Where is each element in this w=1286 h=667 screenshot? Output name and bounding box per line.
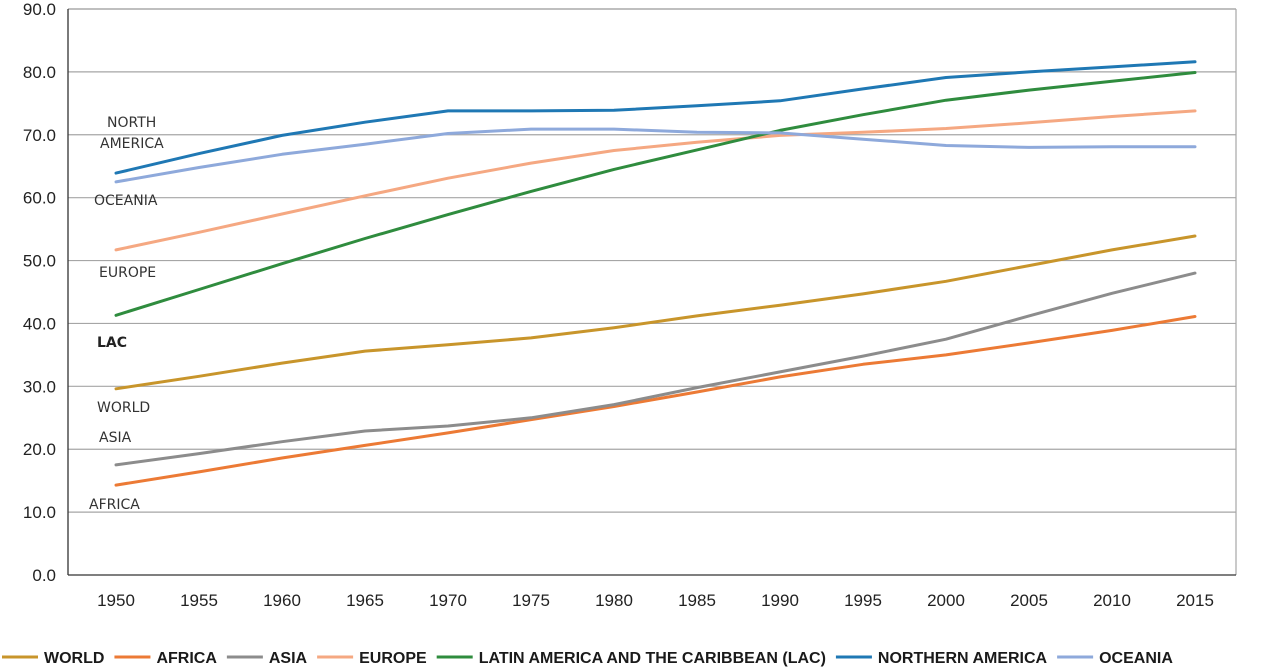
y-axis-tick-labels: 0.0 10.0 20.0 30.0 40.0 50.0 60.0 70.0 80.0 90.0: [23, 0, 56, 585]
series-line-world: [114, 234, 1197, 391]
x-tick-label: 2015: [1176, 591, 1214, 610]
series-line-africa: [114, 315, 1197, 487]
y-tick-label: 70.0: [23, 126, 56, 145]
y-tick-label: 60.0: [23, 189, 56, 208]
annotation-lac: LAC: [97, 335, 127, 351]
series-line-northern_america: [114, 60, 1197, 175]
legend-label-northern_america: NORTHERN AMERICA: [878, 650, 1048, 667]
series-lines: [114, 60, 1197, 487]
axes: [67, 8, 1237, 576]
y-tick-label: 40.0: [23, 314, 56, 333]
series-annotations: NORTH AMERICA OCEANIA EUROPE LAC WORLD ASIA AFR…: [89, 115, 164, 513]
y-tick-label: 90.0: [23, 0, 56, 19]
series-line-asia: [114, 271, 1197, 467]
y-tick-label: 10.0: [23, 503, 56, 522]
legend-label-world: WORLD: [44, 650, 104, 667]
x-tick-label: 1960: [263, 591, 301, 610]
x-tick-label: 1970: [429, 591, 467, 610]
annotation-north-america-1: NORTH: [107, 115, 156, 131]
series-line-europe: [114, 109, 1197, 252]
y-tick-label: 30.0: [23, 377, 56, 396]
annotation-world: WORLD: [97, 400, 150, 416]
x-tick-label: 1975: [512, 591, 550, 610]
legend-label-africa: AFRICA: [156, 650, 217, 667]
annotation-oceania: OCEANIA: [94, 193, 158, 209]
legend-label-asia: ASIA: [269, 650, 308, 667]
x-tick-label: 2005: [1010, 591, 1048, 610]
annotation-north-america-2: AMERICA: [100, 136, 164, 152]
x-tick-label: 2000: [927, 591, 965, 610]
legend: WORLD AFRICA ASIA EUROPE LATIN AMERICA AND T…: [2, 650, 1173, 667]
series-line-lac: [114, 71, 1197, 317]
y-tick-label: 0.0: [32, 566, 56, 585]
x-tick-label: 1985: [678, 591, 716, 610]
y-tick-label: 80.0: [23, 63, 56, 82]
annotation-europe: EUROPE: [99, 265, 156, 281]
legend-label-europe: EUROPE: [359, 650, 427, 667]
legend-label-oceania: OCEANIA: [1099, 650, 1173, 667]
x-tick-label: 2010: [1093, 591, 1131, 610]
annotation-asia: ASIA: [99, 430, 132, 446]
annotation-africa: AFRICA: [89, 497, 140, 513]
x-tick-label: 1965: [346, 591, 384, 610]
y-tick-label: 20.0: [23, 440, 56, 459]
legend-label-lac: LATIN AMERICA AND THE CARIBBEAN (LAC): [479, 650, 826, 667]
x-tick-label: 1995: [844, 591, 882, 610]
x-tick-label: 1980: [595, 591, 633, 610]
x-axis-tick-labels: 1950 1955 1960 1965 1970 1975 1980 1985 1990 1995…: [97, 591, 1214, 610]
x-tick-label: 1955: [180, 591, 218, 610]
series-line-oceania: [114, 127, 1197, 184]
y-tick-label: 50.0: [23, 252, 56, 271]
x-tick-label: 1950: [97, 591, 135, 610]
x-tick-label: 1990: [761, 591, 799, 610]
